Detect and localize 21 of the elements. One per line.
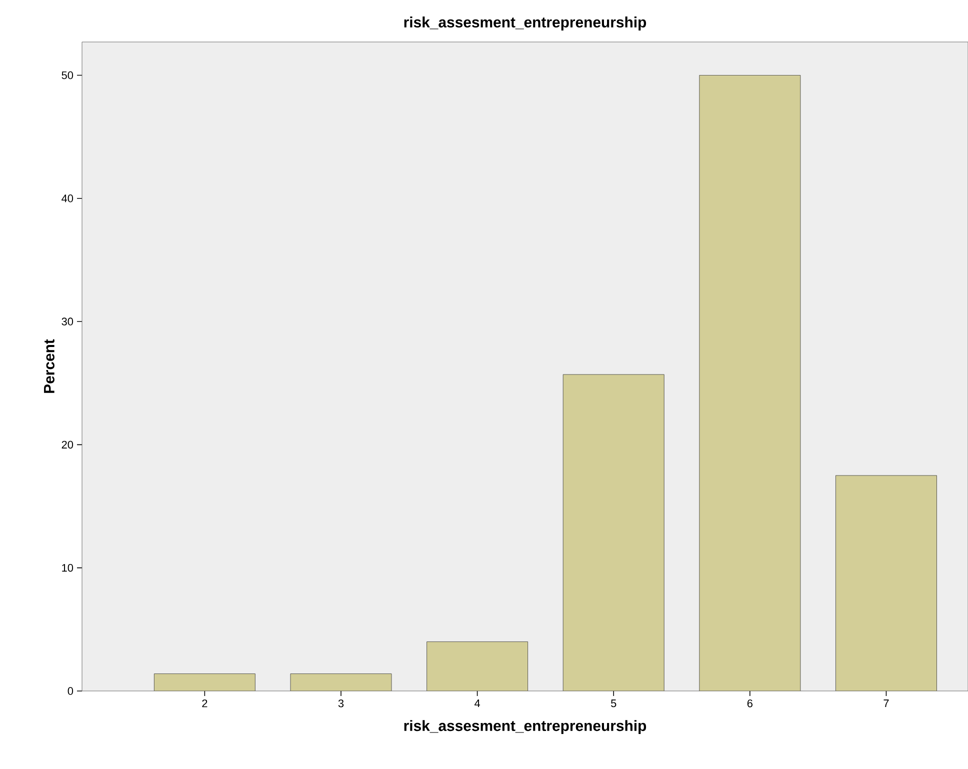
bar — [154, 674, 256, 691]
chart-title: risk_assesment_entrepreneurship — [404, 16, 646, 30]
y-tick-label: 40 — [62, 194, 74, 202]
y-tick-label: 10 — [62, 564, 74, 572]
bar — [426, 642, 528, 691]
x-tick-label: 6 — [747, 700, 752, 708]
y-tick-label: 20 — [62, 440, 74, 449]
x-axis-title: risk_assesment_entrepreneurship — [404, 720, 646, 734]
y-tick-label: 30 — [62, 318, 74, 326]
x-tick-label: 5 — [611, 700, 616, 708]
bar — [562, 374, 664, 691]
bar — [699, 75, 801, 691]
x-tick-label: 7 — [884, 700, 889, 708]
y-tick-label: 50 — [62, 71, 74, 80]
bar — [290, 674, 392, 691]
bar — [836, 475, 937, 691]
x-tick-label: 3 — [338, 700, 344, 708]
x-tick-label: 2 — [202, 700, 208, 708]
x-tick-label: 4 — [474, 700, 480, 708]
y-axis-title: Percent — [44, 339, 54, 393]
y-tick-label: 0 — [68, 687, 74, 695]
